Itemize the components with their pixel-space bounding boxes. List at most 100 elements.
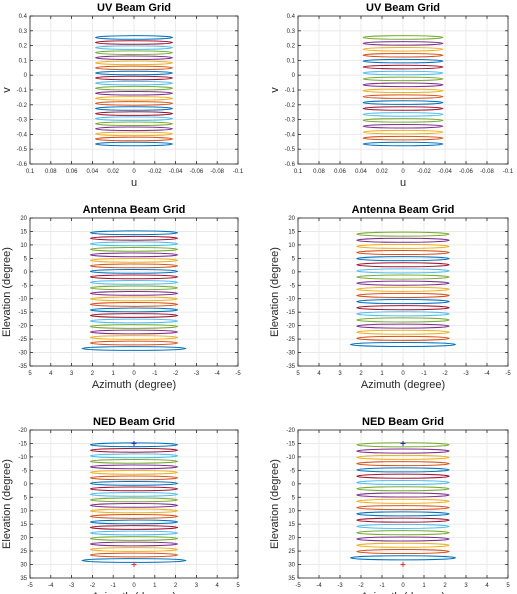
beam-ellipse (89, 280, 179, 285)
y-tick-label: 0.1 (19, 58, 28, 64)
beam-ellipse (356, 473, 450, 479)
x-tick-label: 0 (132, 169, 136, 175)
beam-ellipse (95, 75, 173, 81)
x-tick-label: 3 (70, 371, 74, 377)
y-tick-label: 30 (288, 563, 295, 569)
beam-ellipse (362, 129, 444, 135)
beam-ellipse (350, 555, 456, 561)
beam-ellipse (362, 52, 444, 58)
y-tick-label: 20 (20, 536, 27, 542)
beam-ellipse (89, 324, 179, 329)
beam-ellipse (95, 126, 173, 132)
x-tick-label: 1 (112, 371, 116, 377)
beam-ellipse (89, 313, 179, 318)
x-tick-label: 2 (359, 371, 363, 377)
x-tick-label: -2 (442, 371, 448, 377)
y-axis-label: v (269, 87, 281, 93)
beam-ellipse (89, 508, 179, 514)
beam-ellipse (356, 448, 450, 454)
beam-ellipse (95, 50, 173, 55)
beam-ellipse (89, 268, 179, 274)
beam-ellipse (95, 65, 173, 71)
beam-ellipse (356, 274, 450, 280)
beam-ellipse (356, 523, 450, 529)
y-tick-label: 0 (292, 482, 296, 488)
beam-ellipse (362, 100, 444, 105)
beam-ellipse (356, 335, 450, 341)
y-tick-label: -0.4 (17, 132, 28, 138)
beam-ellipse (89, 296, 179, 302)
beam-ellipse (89, 246, 179, 252)
beam-ellipse (89, 335, 179, 340)
y-tick-label: 25 (20, 549, 27, 555)
y-tick-label: 25 (288, 549, 295, 555)
y-axis-label: Elevation (degree) (269, 459, 281, 549)
x-tick-label: 4 (317, 371, 321, 377)
x-tick-label: -0.06 (190, 169, 204, 175)
beam-ellipse (89, 469, 179, 475)
beam-ellipse (95, 70, 173, 76)
beam-ellipse (356, 323, 450, 329)
y-tick-label: 15 (288, 229, 295, 235)
beam-ellipse (356, 542, 450, 548)
x-tick-label: 2 (174, 583, 178, 589)
beam-ellipse (356, 492, 450, 498)
y-tick-label: 10 (20, 509, 27, 515)
chart-title: Antenna Beam Grid (352, 204, 455, 216)
x-axis-label: Azimuth (degree) (361, 591, 445, 594)
y-tick-label: 35 (288, 576, 295, 582)
y-tick-label: 20 (288, 536, 295, 542)
beam-ellipse (356, 292, 450, 298)
beam-ellipse (89, 318, 179, 324)
beam-ellipse (95, 106, 173, 111)
x-tick-label: 0 (132, 371, 136, 377)
y-tick-label: -20 (286, 324, 295, 330)
x-tick-label: -0.04 (169, 169, 183, 175)
beam-ellipse (362, 118, 444, 123)
y-tick-label: -0.6 (285, 162, 296, 168)
beam-ellipse (356, 498, 450, 504)
y-tick-label: 20 (288, 216, 295, 222)
beam-ellipse (89, 480, 179, 486)
y-tick-label: 0.1 (287, 58, 296, 64)
chart-title: Antenna Beam Grid (83, 204, 186, 216)
beam-ellipse (95, 91, 173, 96)
beam-ellipse (89, 552, 179, 558)
beam-ellipse (89, 340, 179, 346)
y-tick-label: -0.5 (285, 147, 296, 153)
x-tick-label: -0.08 (210, 169, 224, 175)
beam-ellipse (89, 497, 179, 503)
beam-ellipse (350, 341, 456, 347)
x-tick-label: 5 (236, 583, 240, 589)
x-tick-label: 2 (443, 583, 447, 589)
beam-ellipse (362, 76, 444, 82)
x-axis-label: u (400, 177, 406, 189)
y-tick-label: -35 (286, 364, 295, 370)
beam-ellipse (356, 461, 450, 467)
beam-ellipse (362, 88, 444, 94)
x-tick-label: -0.02 (148, 169, 162, 175)
y-tick-label: -15 (18, 310, 27, 316)
y-tick-label: 0.2 (19, 44, 28, 50)
beam-ellipse (89, 541, 179, 547)
y-tick-label: -30 (286, 351, 295, 357)
y-tick-label: 0.3 (19, 29, 28, 35)
beam-ellipse (95, 136, 173, 142)
beam-ellipse (89, 241, 179, 247)
chart-ned-right: -5 -4 -3 -2 -1 0 1 2 3 4 535302520151050-5-10-15-2… (269, 416, 510, 594)
x-tick-label: 0.04 (87, 169, 99, 175)
x-tick-label: 3 (338, 371, 342, 377)
beam-ellipse (89, 447, 179, 453)
x-tick-label: 0 (132, 583, 136, 589)
chart-uv-right: 0.1 0.08 0.06 0.04 0.02 0 -0.02 -0.04 -0.06 -0.08… (269, 2, 514, 189)
y-tick-label: -0.2 (17, 103, 28, 109)
beam-ellipse (356, 243, 450, 249)
beam-ellipse (95, 131, 173, 137)
x-tick-label: 5 (506, 583, 510, 589)
x-tick-label: -5 (235, 371, 241, 377)
beam-ellipse (89, 252, 179, 258)
beam-ellipse (356, 256, 450, 262)
beam-ellipse (89, 475, 179, 481)
beam-ellipse (89, 291, 179, 296)
x-tick-label: 1 (380, 371, 384, 377)
